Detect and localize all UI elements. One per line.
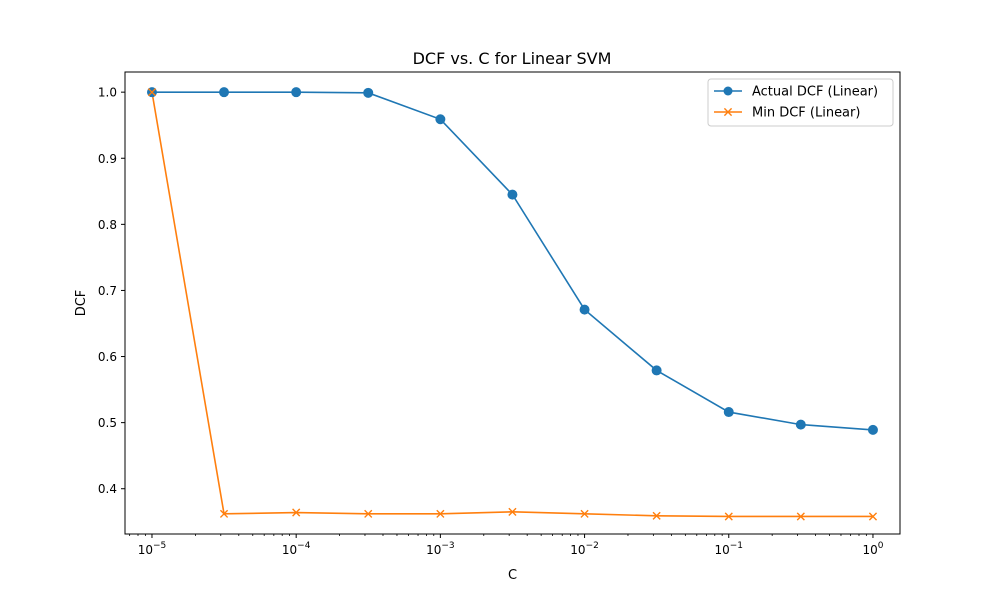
x-tick-label-exponent: −2	[586, 541, 599, 551]
data-point-actual-dcf	[219, 87, 230, 98]
plot-markers	[146, 87, 878, 521]
data-point-actual-dcf	[507, 189, 518, 200]
x-tick-label-exponent: −1	[730, 541, 743, 551]
legend-box	[707, 78, 894, 127]
x-tick-label: 10−5	[138, 541, 167, 557]
y-tick-label: 1.0	[98, 86, 117, 100]
data-point-min-dcf	[580, 509, 589, 518]
legend-label-1: Actual DCF (Linear)	[752, 85, 878, 100]
x-tick-label-exponent: −4	[297, 541, 311, 551]
x-axis: 10−5 10−4 10−3 10−2 10−1 100	[129, 534, 884, 557]
x-tick-label-exponent: −5	[153, 541, 166, 551]
data-point-actual-dcf	[363, 87, 374, 98]
legend-label-2: Min DCF (Linear)	[752, 106, 860, 121]
x-tick-label: 10−1	[714, 541, 743, 557]
data-point-actual-dcf	[435, 114, 446, 125]
series-line-2	[151, 92, 873, 518]
plot-area-frame	[124, 71, 901, 535]
x-tick-label: 100	[862, 541, 883, 557]
data-point-min-dcf	[724, 512, 733, 521]
chart-title: DCF vs. C for Linear SVM	[413, 49, 612, 68]
y-tick-label: 0.7	[98, 284, 117, 298]
data-point-min-dcf	[796, 512, 805, 521]
data-point-actual-dcf	[291, 87, 302, 98]
legend: Actual DCF (Linear) Min DCF (Linear)	[707, 78, 894, 127]
y-tick-label: 0.6	[98, 350, 117, 364]
data-point-min-dcf	[508, 507, 517, 516]
y-axis-label: DCF	[74, 290, 89, 317]
data-point-min-dcf	[436, 509, 445, 518]
x-axis-label: C	[508, 568, 517, 583]
x-tick-label: 10−2	[570, 541, 599, 557]
x-tick-label-base: 10	[570, 543, 585, 557]
x-tick-label-exponent: 0	[878, 541, 884, 551]
x-tick-label-base: 10	[714, 543, 729, 557]
data-point-actual-dcf	[795, 419, 806, 430]
series-line-1	[151, 91, 874, 431]
y-tick-label: 0.8	[98, 218, 117, 232]
data-point-min-dcf	[868, 512, 878, 521]
x-tick-label-base: 10	[862, 543, 877, 557]
data-point-min-dcf	[292, 508, 301, 517]
y-tick-label: 0.4	[98, 482, 117, 496]
data-point-actual-dcf	[651, 365, 662, 376]
plot-lines	[151, 91, 874, 518]
data-point-min-dcf	[364, 509, 373, 518]
data-point-actual-dcf	[867, 424, 878, 435]
data-point-min-dcf	[219, 509, 229, 518]
legend-marker-x	[723, 107, 733, 117]
data-point-actual-dcf	[579, 304, 590, 315]
x-tick-label-exponent: −3	[441, 541, 454, 551]
x-tick-label-base: 10	[426, 543, 441, 557]
x-tick-label-base: 10	[282, 543, 297, 557]
data-point-min-dcf	[147, 88, 157, 97]
data-point-min-dcf	[652, 511, 661, 520]
x-tick-label-base: 10	[138, 543, 153, 557]
y-tick-label: 0.5	[98, 416, 117, 430]
legend-marker-circle	[723, 86, 733, 96]
x-tick-label: 10−3	[426, 541, 455, 557]
x-tick-label: 10−4	[282, 541, 311, 557]
y-axis: 0.4 0.5 0.6 0.7 0.8 0.9 1.0	[98, 86, 125, 496]
data-point-actual-dcf	[723, 407, 734, 418]
y-tick-label: 0.9	[98, 152, 117, 166]
